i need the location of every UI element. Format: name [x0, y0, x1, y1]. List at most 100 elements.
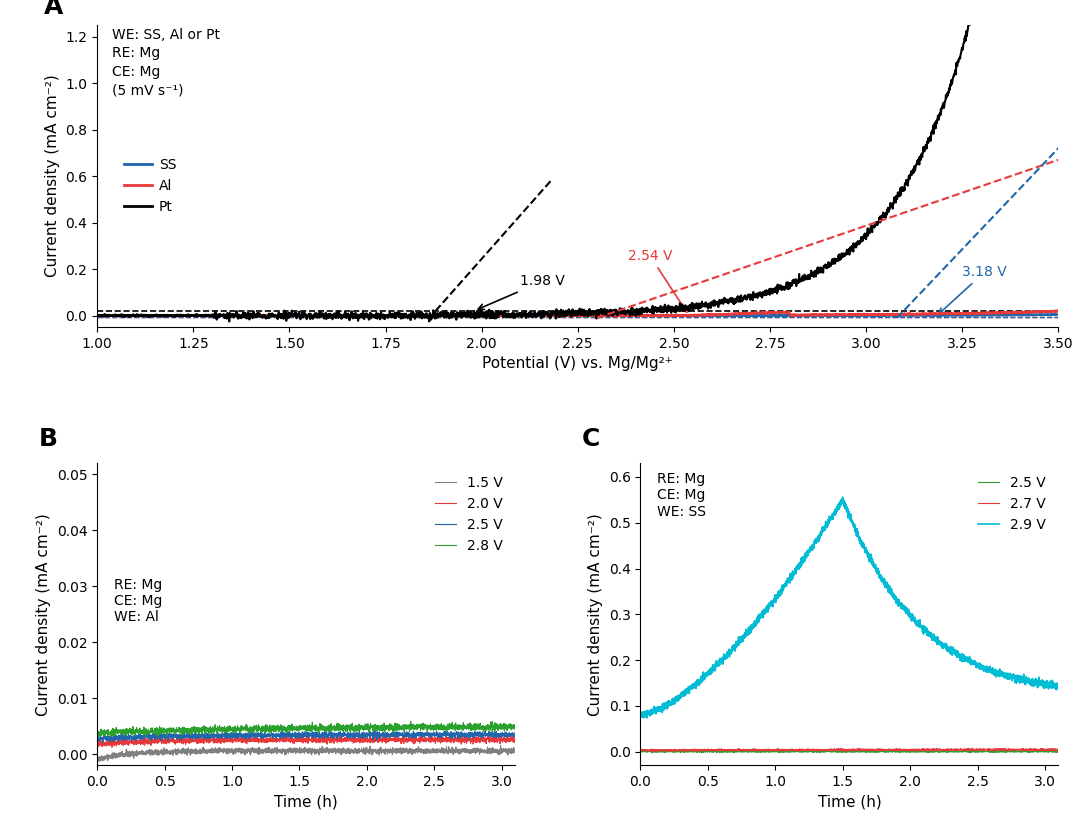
Line: 2.5 V: 2.5 V: [97, 730, 515, 743]
2.8 V: [92, 732, 105, 742]
2.7 V: [795, 745, 808, 755]
1.5 V: [501, 745, 514, 755]
2.8 V: [501, 724, 514, 734]
2.5 V: [634, 747, 647, 757]
2.5 V: [456, 730, 469, 740]
2.5 V: [812, 746, 825, 756]
2.7 V: [644, 746, 657, 756]
Y-axis label: Current density (mA cm⁻²): Current density (mA cm⁻²): [36, 513, 51, 716]
2.7 V: [706, 745, 719, 755]
Legend: 2.5 V, 2.7 V, 2.9 V: 2.5 V, 2.7 V, 2.9 V: [972, 470, 1052, 537]
2.0 V: [509, 735, 522, 745]
Text: A: A: [44, 0, 64, 19]
2.5 V: [636, 745, 649, 755]
2.8 V: [138, 726, 151, 735]
Al: [200, 310, 213, 320]
Al: [525, 312, 538, 322]
1.5 V: [252, 749, 265, 759]
Line: 2.8 V: 2.8 V: [97, 721, 515, 737]
2.0 V: [456, 735, 469, 745]
Text: 2.54 V: 2.54 V: [627, 249, 687, 312]
2.5 V: [96, 738, 109, 748]
SS: [200, 311, 213, 321]
Pt: [200, 311, 213, 321]
Y-axis label: Current density (mA cm⁻²): Current density (mA cm⁻²): [589, 513, 604, 716]
Line: 2.7 V: 2.7 V: [640, 748, 1058, 751]
2.5 V: [681, 747, 694, 757]
2.5 V: [138, 730, 151, 740]
2.9 V: [681, 686, 694, 696]
2.5 V: [252, 729, 265, 739]
Line: Pt: Pt: [97, 13, 1058, 321]
Pt: [966, 8, 978, 18]
2.9 V: [836, 493, 849, 503]
2.7 V: [1052, 744, 1065, 754]
Text: C: C: [582, 427, 600, 451]
1.5 V: [509, 746, 522, 756]
2.0 V: [138, 737, 151, 747]
Line: 2.9 V: 2.9 V: [640, 498, 1058, 718]
SS: [461, 311, 474, 321]
Al: [501, 310, 514, 320]
2.0 V: [163, 736, 176, 746]
Text: RE: Mg
CE: Mg
WE: Al: RE: Mg CE: Mg WE: Al: [113, 578, 162, 625]
2.7 V: [966, 743, 978, 753]
Pt: [1052, 8, 1065, 18]
2.5 V: [509, 727, 522, 737]
Pt: [91, 310, 104, 319]
2.5 V: [795, 746, 808, 756]
2.7 V: [634, 745, 647, 755]
2.0 V: [501, 734, 514, 744]
SS: [257, 310, 270, 320]
2.5 V: [646, 748, 659, 758]
2.9 V: [706, 662, 719, 672]
1.5 V: [456, 745, 469, 755]
1.5 V: [495, 740, 508, 750]
2.8 V: [404, 716, 417, 726]
2.9 V: [634, 709, 647, 719]
2.9 V: [795, 562, 808, 572]
SS: [1052, 310, 1065, 319]
1.5 V: [91, 754, 104, 764]
X-axis label: Time (h): Time (h): [274, 795, 338, 810]
2.0 V: [334, 730, 347, 740]
Legend: SS, Al, Pt: SS, Al, Pt: [119, 153, 181, 220]
SS: [930, 310, 943, 320]
1.5 V: [163, 746, 176, 756]
2.5 V: [999, 747, 1012, 757]
SS: [91, 311, 104, 321]
Line: SS: SS: [97, 314, 1058, 316]
1.5 V: [93, 756, 106, 766]
Pt: [1034, 8, 1047, 18]
Pt: [258, 310, 271, 320]
2.5 V: [91, 735, 104, 745]
2.8 V: [252, 722, 265, 732]
SS: [501, 310, 514, 320]
2.7 V: [1044, 745, 1057, 755]
1.5 V: [269, 746, 282, 756]
Al: [459, 310, 472, 320]
2.9 V: [1052, 681, 1065, 691]
SS: [1050, 310, 1063, 319]
2.5 V: [706, 746, 719, 756]
Text: 3.18 V: 3.18 V: [939, 265, 1007, 314]
2.8 V: [163, 726, 176, 735]
Al: [1050, 305, 1063, 315]
SS: [459, 310, 472, 320]
2.8 V: [91, 728, 104, 738]
Pt: [501, 312, 514, 322]
2.5 V: [1052, 746, 1065, 756]
Line: 1.5 V: 1.5 V: [97, 745, 515, 761]
Pt: [222, 316, 235, 326]
2.9 V: [640, 713, 653, 723]
Line: 2.0 V: 2.0 V: [97, 735, 515, 747]
Al: [91, 310, 104, 320]
2.0 V: [269, 734, 282, 744]
X-axis label: Potential (V) vs. Mg/Mg²⁺: Potential (V) vs. Mg/Mg²⁺: [483, 356, 673, 371]
2.0 V: [91, 739, 104, 749]
Al: [1034, 306, 1047, 316]
1.5 V: [138, 749, 151, 759]
2.5 V: [269, 730, 282, 740]
2.7 V: [812, 745, 825, 755]
Al: [257, 310, 270, 320]
